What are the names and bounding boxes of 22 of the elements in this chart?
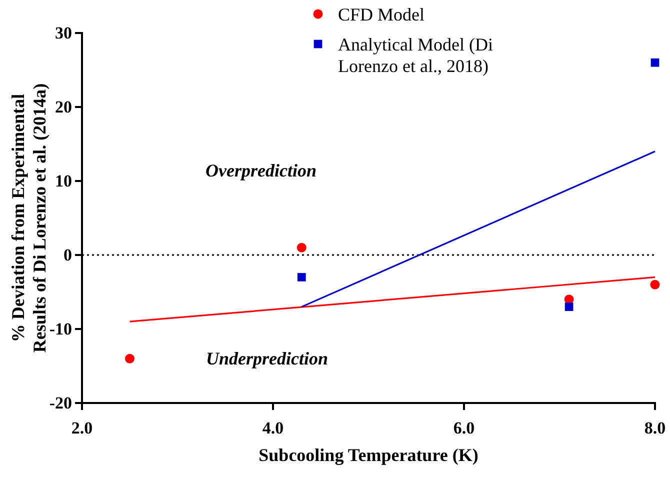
point: [650, 58, 660, 67]
point: [125, 354, 134, 364]
y-tick-label: 30: [55, 23, 72, 42]
annotation: Overprediction: [206, 160, 316, 180]
point: [564, 302, 574, 311]
legend-label: Analytical Model (Di Lorenzo et al., 2018): [338, 34, 493, 76]
y-axis-title: % Deviation from Experimental Results of Di Lorenzo et al. (2014a): [8, 83, 50, 353]
x-axis-title: Subcooling Temperature (K): [258, 445, 478, 465]
annotation: Underprediction: [206, 348, 328, 368]
y-tick-label: -10: [49, 319, 72, 338]
x-tick-label: 2.0: [71, 418, 93, 438]
legend-label: CFD Model: [338, 4, 425, 24]
x-tick-label: 6.0: [453, 418, 475, 438]
y-tick-label: 20: [55, 97, 72, 116]
point: [297, 273, 306, 282]
y-tick-label: 0: [64, 245, 72, 264]
y-tick-label: 10: [55, 171, 72, 190]
point: [650, 280, 660, 290]
point: [296, 242, 306, 252]
x-tick-label: 8.0: [644, 418, 666, 438]
x-tick-label: 4.0: [262, 418, 284, 438]
y-tick-label: -20: [49, 393, 72, 412]
